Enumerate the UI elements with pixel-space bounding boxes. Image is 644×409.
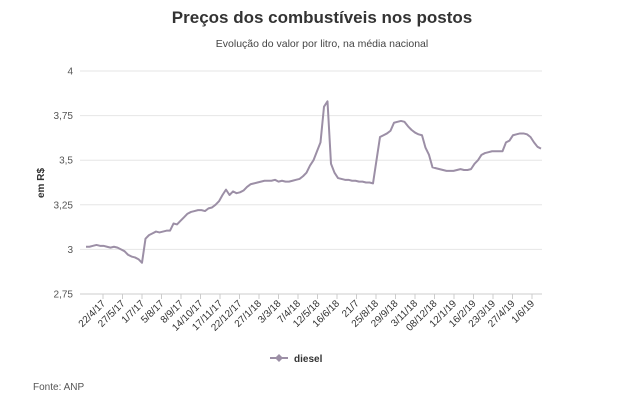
legend[interactable]: diesel bbox=[270, 354, 323, 365]
series-layer bbox=[86, 100, 542, 264]
legend-diamond-marker bbox=[275, 354, 283, 362]
grid-lines bbox=[80, 70, 542, 295]
y-tick-label: 3,25 bbox=[54, 200, 74, 211]
legend-label-diesel: diesel bbox=[294, 354, 323, 365]
y-tick-label: 3,75 bbox=[54, 111, 74, 122]
series-line-diesel[interactable] bbox=[86, 100, 542, 264]
y-tick-label: 3 bbox=[67, 245, 73, 256]
x-axis-ticks: 22/4/1727/5/171/7/175/8/178/9/1714/10/17… bbox=[77, 294, 538, 334]
y-tick-label: 3,5 bbox=[59, 156, 73, 167]
x-tick-label: 1/6/19 bbox=[510, 298, 538, 326]
y-axis-ticks: 2,75 3 3,25 3,5 3,75 4 bbox=[54, 67, 74, 301]
chart-subtitle: Evolução do valor por litro, na média na… bbox=[215, 38, 429, 50]
source-note: Fonte: ANP bbox=[33, 382, 85, 393]
chart-title: Preços dos combustíveis nos postos bbox=[171, 8, 473, 27]
y-tick-label: 4 bbox=[67, 67, 73, 78]
y-axis-label: em R$ bbox=[36, 168, 47, 198]
y-tick-label: 2,75 bbox=[54, 290, 74, 301]
